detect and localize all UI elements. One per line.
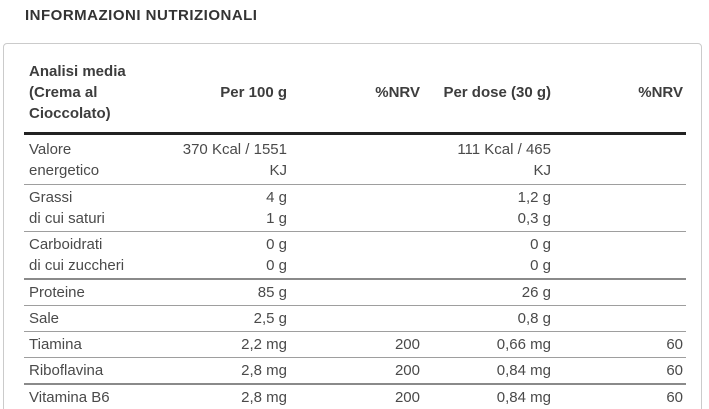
value-nrv-100g xyxy=(287,306,420,332)
table-row-valore-energetico: Valore energetico 370 Kcal / 1551 KJ 111… xyxy=(24,134,686,185)
value-nrv-100g: 200 xyxy=(394,336,420,353)
value-per-dose: 111 Kcal / 465 KJ xyxy=(457,141,551,179)
value-nrv-dose: 60 xyxy=(666,336,683,353)
table-row-proteine: Proteine 85 g 26 g xyxy=(24,279,686,306)
value-per-dose: 0 g 0 g xyxy=(530,236,551,274)
value-per-100g: 2,5 g xyxy=(253,310,287,327)
value-per-dose: 26 g xyxy=(521,284,551,301)
value-nrv-dose: 60 xyxy=(666,389,683,406)
value-per-100g: 370 Kcal / 1551 KJ xyxy=(182,141,287,179)
nutrient-label: Vitamina B6 xyxy=(29,389,110,406)
value-nrv-dose xyxy=(551,185,686,232)
nutrition-table: Analisi media (Crema al Cioccolato) Per … xyxy=(24,56,686,409)
value-nrv-dose: 60 xyxy=(666,362,683,379)
value-nrv-dose xyxy=(551,232,686,280)
nutrient-label: Tiamina xyxy=(29,336,82,353)
value-nrv-100g xyxy=(287,232,420,280)
value-nrv-100g xyxy=(287,279,420,306)
nutrient-label: Grassi di cui saturi xyxy=(29,189,105,227)
column-header-per-dose: Per dose (30 g) xyxy=(420,56,551,135)
nutrient-label: Riboflavina xyxy=(29,362,104,379)
value-per-dose: 0,66 mg xyxy=(496,336,551,353)
table-row-vitamina-b6: Vitamina B6 2,8 mg 200 0,84 mg 60 xyxy=(24,384,686,409)
value-per-dose: 0,84 mg xyxy=(496,362,551,379)
nutrition-panel: Analisi media (Crema al Cioccolato) Per … xyxy=(3,43,702,409)
value-per-100g: 2,2 mg xyxy=(241,336,287,353)
header-row: Analisi media (Crema al Cioccolato) Per … xyxy=(24,56,686,135)
nutrient-label: Proteine xyxy=(29,284,85,301)
table-row-sale: Sale 2,5 g 0,8 g xyxy=(24,305,686,332)
page-title: INFORMAZIONI NUTRIZIONALI xyxy=(25,7,258,24)
nutrient-label: Sale xyxy=(29,310,60,327)
value-nrv-100g xyxy=(287,185,420,232)
value-nrv-dose xyxy=(551,134,686,185)
value-nrv-dose xyxy=(551,279,686,306)
value-per-100g: 2,8 mg xyxy=(241,362,287,379)
value-per-dose: 1,2 g 0,3 g xyxy=(517,189,551,227)
table-row-grassi: Grassi di cui saturi 4 g 1 g 1,2 g 0,3 g xyxy=(24,184,686,232)
value-per-dose: 0,84 mg xyxy=(496,389,551,406)
column-header-analisi-media: Analisi media (Crema al Cioccolato) xyxy=(24,56,174,135)
nutrient-label: Valore energetico xyxy=(29,141,100,179)
value-nrv-dose xyxy=(551,306,686,332)
value-per-100g: 2,8 mg xyxy=(241,389,287,406)
value-per-100g: 85 g xyxy=(257,284,287,301)
value-nrv-100g xyxy=(287,134,420,185)
value-per-100g: 4 g 1 g xyxy=(266,189,287,227)
value-nrv-100g: 200 xyxy=(394,389,420,406)
value-nrv-100g: 200 xyxy=(394,362,420,379)
table-row-tiamina: Tiamina 2,2 mg 200 0,66 mg 60 xyxy=(24,331,686,358)
table-row-riboflavina: Riboflavina 2,8 mg 200 0,84 mg 60 xyxy=(24,357,686,385)
table-row-carboidrati: Carboidrati di cui zuccheri 0 g 0 g 0 g … xyxy=(24,231,686,280)
nutrient-label: Carboidrati di cui zuccheri xyxy=(29,236,125,274)
column-header-nrv-dose: %NRV xyxy=(551,56,686,135)
column-header-per-100g: Per 100 g xyxy=(174,56,287,135)
column-header-nrv-100g: %NRV xyxy=(287,56,420,135)
value-per-dose: 0,8 g xyxy=(517,310,551,327)
value-per-100g: 0 g 0 g xyxy=(266,236,287,274)
